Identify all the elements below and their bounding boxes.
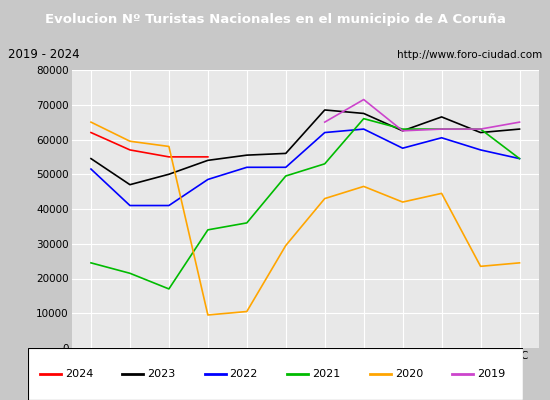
Text: http://www.foro-ciudad.com: http://www.foro-ciudad.com: [397, 50, 542, 60]
Text: 2019: 2019: [477, 369, 505, 379]
FancyBboxPatch shape: [28, 348, 522, 400]
Text: 2022: 2022: [230, 369, 258, 379]
Text: Evolucion Nº Turistas Nacionales en el municipio de A Coruña: Evolucion Nº Turistas Nacionales en el m…: [45, 14, 505, 26]
Text: 2019 - 2024: 2019 - 2024: [8, 48, 80, 62]
Text: 2021: 2021: [312, 369, 340, 379]
Text: 2020: 2020: [395, 369, 423, 379]
Text: 2023: 2023: [147, 369, 175, 379]
Text: 2024: 2024: [65, 369, 93, 379]
